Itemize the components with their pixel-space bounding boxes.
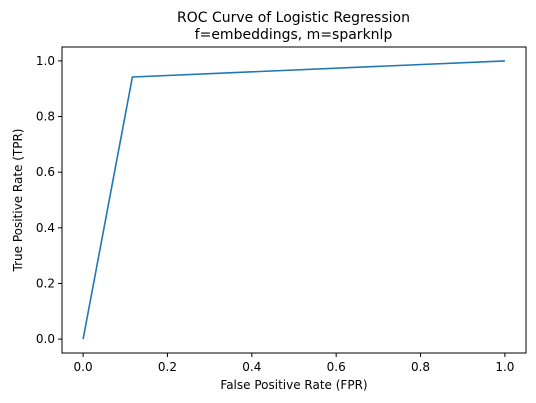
y-tick-label: 0.6 [36,165,55,179]
roc-curve-line [82,60,505,340]
plot-area [62,47,526,353]
ticks-layer: 0.0 0.2 0.4 0.6 0.8 1.0 0.0 0.2 0.4 0.6 0.8 1.0 [36,54,515,374]
x-axis-label: False Positive Rate (FPR) [220,378,367,392]
x-tick-label: 1.0 [495,360,514,374]
series-layer [82,60,505,340]
plot-frame [61,46,527,354]
chart-title: ROC Curve of Logistic Regression [177,10,410,26]
y-tick-label: 0.4 [36,221,55,235]
x-tick-label: 0.4 [242,360,261,374]
x-tick-label: 0.8 [411,360,430,374]
x-tick-label: 0.6 [327,360,346,374]
y-tick-label: 0.8 [36,110,55,124]
x-tick-label: 0.2 [158,360,177,374]
x-tick-label: 0.0 [74,360,93,374]
y-axis-label: True Positive Rate (TPR) [11,129,25,273]
y-tick-label: 0.0 [36,332,55,346]
chart-subtitle: f=embeddings, m=sparknlp [195,27,393,43]
y-tick-label: 0.2 [36,276,55,290]
y-tick-label: 1.0 [36,54,55,68]
